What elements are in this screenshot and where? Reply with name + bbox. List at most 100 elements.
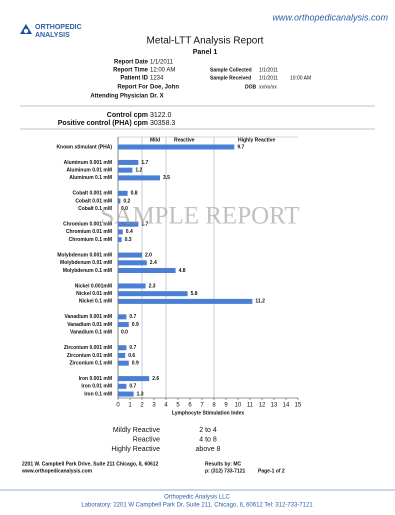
control-label: Control cpm — [107, 112, 148, 119]
info-value: 1/1/2011 — [259, 75, 278, 81]
bar — [118, 175, 160, 181]
value-label: 0.7 — [129, 345, 136, 351]
title: Metal-LTT Analysis Report — [147, 36, 264, 47]
category-label: Cobalt 0.001 mM — [73, 191, 112, 197]
category-label: Zirconium 0.1 mM — [69, 360, 112, 366]
category-label: Chromium 0.01 mM — [66, 229, 112, 235]
value-label: 0.9 — [132, 322, 139, 328]
value-label: 2.0 — [145, 252, 152, 258]
bar — [118, 260, 147, 266]
x-tick-label: 4 — [164, 403, 168, 409]
value-label: 0.0 — [121, 206, 128, 212]
info-label: Patient ID — [120, 76, 148, 82]
patient-info: Report Date 1/1/2011 Report Time 12:00 A… — [90, 60, 311, 100]
info-value: Dr. X — [150, 94, 164, 100]
zone-label: Mild — [150, 137, 160, 143]
info-label: Sample Received — [210, 75, 251, 81]
logo-dot — [23, 28, 29, 34]
category-label: Nickel 0.1 mM — [79, 299, 112, 305]
info-value: 1/1/2011 — [259, 67, 278, 73]
bar — [118, 144, 235, 150]
category-label: Vanadium 0.001 mM — [64, 314, 112, 320]
bar — [118, 391, 134, 397]
info-value: 10:00 AM — [290, 75, 311, 81]
category-label: Cobalt 0.1 mM — [78, 206, 112, 212]
bar — [118, 291, 188, 297]
bar — [118, 159, 139, 165]
bar — [118, 360, 129, 366]
value-label: 5.8 — [191, 291, 198, 297]
info-label: Report For — [117, 85, 148, 91]
logo-text: ANALYSIS — [35, 32, 70, 39]
zone-label: Reactive — [174, 137, 195, 143]
logo-text: ORTHOPEDIC — [35, 24, 82, 31]
category-label: Molybdenum 0.01 mM — [60, 260, 112, 266]
bar — [118, 268, 176, 274]
x-tick-label: 5 — [176, 403, 180, 409]
bar — [118, 383, 127, 389]
info-label: DOB — [245, 84, 257, 90]
value-label: 0.7 — [129, 384, 136, 390]
x-tick-label: 1 — [128, 403, 132, 409]
value-label: 0.2 — [123, 198, 130, 204]
x-tick-label: 11 — [247, 403, 254, 409]
category-label: Vanadium 0.01 mM — [67, 322, 112, 328]
x-tick-label: 12 — [259, 403, 266, 409]
category-label: Chromium 0.1 mM — [69, 237, 112, 243]
lab-address: Laboratory: 2201 W Campbell Park Dr, Sui… — [81, 503, 313, 509]
value-label: 0.7 — [129, 314, 136, 320]
value-label: 0.0 — [121, 330, 128, 336]
info-label: Report Time — [113, 68, 149, 74]
bar — [118, 252, 142, 258]
logo: ORTHOPEDIC ANALYSIS — [20, 24, 82, 39]
info-value: xx/xx/xx — [259, 84, 277, 90]
footer-page: Page-1 of 2 — [258, 468, 285, 474]
header-url: www.orthopedicanalysis.com — [272, 12, 388, 22]
category-label: Nickel 0.01 mM — [76, 291, 112, 297]
category-label: Molybdenum 0.1 mM — [63, 268, 112, 274]
info-label: Report Date — [114, 60, 149, 66]
control-value: 30358.3 — [150, 120, 175, 127]
info-label: Attending Physician — [90, 94, 148, 100]
zone-label: Highly Reactive — [238, 137, 275, 143]
value-label: 9.7 — [237, 144, 244, 150]
x-tick-label: 15 — [295, 403, 302, 409]
category-label: Cobalt 0.01 mM — [75, 198, 112, 204]
bar — [118, 322, 129, 328]
category-label: Molybdenum 0.001 mM — [57, 252, 112, 258]
category-label: Iron 0.01 mM — [81, 384, 112, 390]
value-label: 2.3 — [149, 283, 156, 289]
footer: 2201 W. Campbell Park Drive, Suite 211 C… — [21, 461, 285, 474]
value-label: 0.6 — [128, 353, 135, 359]
footer-url: www.orthopedicanalysis.com — [21, 468, 93, 474]
x-tick-label: 7 — [200, 403, 204, 409]
category-label: Iron 0.1 mM — [84, 391, 112, 397]
scale-label: Mildly Reactive — [113, 427, 160, 434]
info-value: 1/1/2011 — [150, 60, 174, 66]
category-label: Known stimulant (PHA) — [56, 144, 112, 150]
x-tick-label: 3 — [152, 403, 156, 409]
x-tick-label: 14 — [283, 403, 290, 409]
info-label: Sample Collected — [210, 67, 252, 73]
scale-label: Reactive — [133, 436, 160, 443]
scale-range: 4 to 8 — [199, 436, 217, 443]
value-label: 4.8 — [179, 268, 186, 274]
bar — [118, 345, 127, 351]
x-tick-label: 8 — [212, 403, 216, 409]
x-axis-title: Lymphocyte Stimulation Index — [172, 410, 245, 416]
watermark: SAMPLE REPORT — [100, 203, 299, 230]
footer-results: Results by: MC — [205, 461, 242, 467]
bar — [118, 237, 122, 243]
subtitle: Panel 1 — [193, 49, 218, 56]
bar — [118, 167, 133, 173]
category-label: Zirconium 0.001 mM — [64, 345, 112, 351]
info-value: Doe, John — [150, 85, 179, 91]
value-label: 1.7 — [141, 222, 148, 228]
x-tick-label: 9 — [224, 403, 228, 409]
x-tick-label: 2 — [140, 403, 144, 409]
category-label: Aluminum 0.1 mM — [69, 175, 112, 181]
x-tick-label: 6 — [188, 403, 192, 409]
scale-legend: Mildly Reactive 2 to 4 Reactive 4 to 8 Highl… — [111, 427, 220, 453]
